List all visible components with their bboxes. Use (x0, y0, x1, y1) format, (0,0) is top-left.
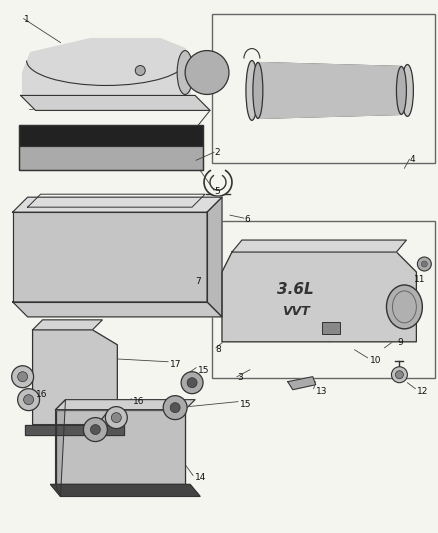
Text: 6: 6 (244, 215, 250, 224)
Polygon shape (13, 197, 222, 212)
Text: 8: 8 (215, 345, 221, 354)
Ellipse shape (90, 425, 100, 434)
Polygon shape (32, 330, 117, 425)
Text: 12: 12 (417, 386, 429, 395)
Polygon shape (207, 197, 222, 317)
Text: 16: 16 (133, 397, 145, 406)
Polygon shape (232, 240, 406, 252)
Text: VVT: VVT (282, 305, 310, 318)
Polygon shape (23, 38, 190, 95)
Bar (19, 146, 203, 170)
Ellipse shape (396, 67, 406, 115)
Polygon shape (25, 425, 124, 434)
Ellipse shape (187, 378, 197, 387)
Text: 1: 1 (24, 15, 29, 23)
Text: 7: 7 (195, 277, 201, 286)
Ellipse shape (246, 61, 258, 120)
Bar (321, 322, 339, 334)
Text: 3.6L: 3.6L (277, 282, 314, 297)
Polygon shape (50, 484, 200, 496)
Ellipse shape (18, 389, 39, 410)
Ellipse shape (18, 372, 28, 382)
Ellipse shape (421, 261, 427, 267)
Bar (19, 125, 203, 146)
Ellipse shape (185, 51, 229, 94)
Ellipse shape (392, 367, 407, 383)
Text: 4: 4 (410, 155, 415, 164)
Polygon shape (21, 95, 210, 110)
Polygon shape (288, 377, 316, 390)
Polygon shape (56, 400, 195, 410)
Ellipse shape (417, 257, 431, 271)
Ellipse shape (83, 417, 107, 441)
Polygon shape (13, 212, 207, 302)
Text: 10: 10 (370, 356, 381, 365)
Ellipse shape (135, 66, 145, 76)
Ellipse shape (24, 394, 34, 405)
Bar (19, 146, 203, 170)
Text: 15: 15 (240, 400, 251, 409)
Ellipse shape (106, 407, 127, 429)
Polygon shape (56, 400, 66, 496)
Polygon shape (32, 320, 102, 330)
Ellipse shape (12, 366, 34, 387)
Ellipse shape (386, 285, 422, 329)
Ellipse shape (111, 413, 121, 423)
Text: 17: 17 (170, 360, 182, 369)
Polygon shape (13, 302, 222, 317)
Ellipse shape (177, 51, 193, 94)
Ellipse shape (170, 402, 180, 413)
Text: 5: 5 (214, 187, 220, 196)
Text: 11: 11 (414, 275, 426, 284)
Ellipse shape (253, 62, 263, 118)
Bar (212, 14, 435, 163)
Text: 9: 9 (397, 338, 403, 347)
Text: 13: 13 (316, 386, 327, 395)
Bar (19, 125, 203, 170)
Text: 2: 2 (214, 148, 219, 157)
Polygon shape (56, 410, 185, 484)
Ellipse shape (396, 371, 403, 379)
Ellipse shape (181, 372, 203, 394)
Ellipse shape (163, 395, 187, 419)
Text: 16: 16 (35, 390, 47, 399)
Bar (212, 221, 435, 378)
Text: 3: 3 (237, 373, 243, 382)
Polygon shape (222, 252, 417, 342)
Polygon shape (258, 62, 401, 118)
Text: 14: 14 (195, 473, 206, 482)
Ellipse shape (401, 64, 413, 116)
Text: 15: 15 (198, 366, 209, 375)
